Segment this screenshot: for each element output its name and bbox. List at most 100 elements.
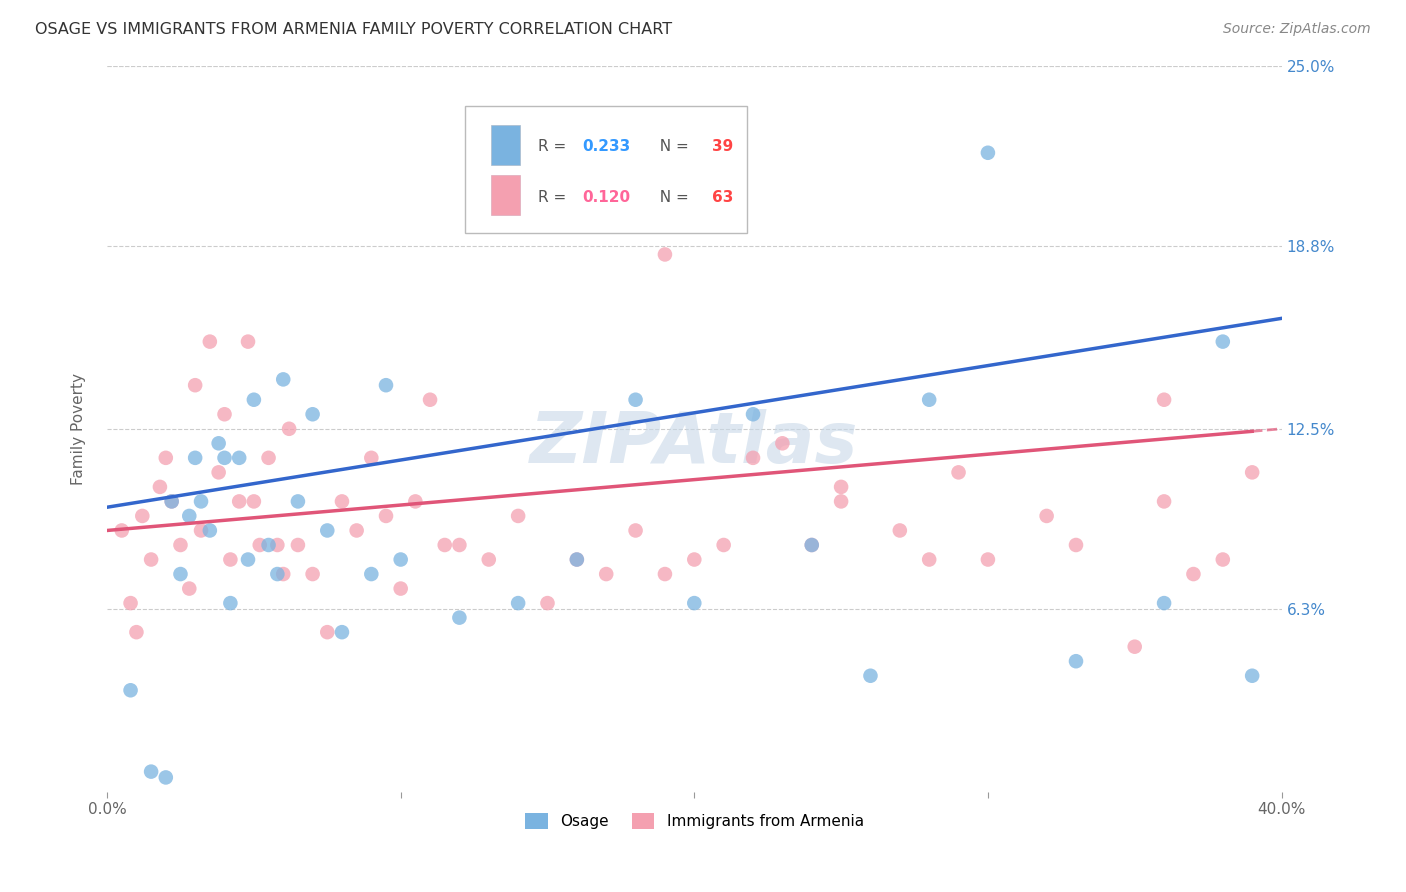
Point [330,625,353,640]
Point [948,466,970,480]
Point [889,524,911,538]
Point [918,392,941,407]
Point [149,480,172,494]
Point [266,538,288,552]
Text: R =: R = [538,139,571,154]
Point [742,407,765,421]
Point [624,524,647,538]
Point [375,378,398,392]
Point [111,524,134,538]
Point [120,596,142,610]
Point [155,450,177,465]
Point [977,145,1000,160]
Point [301,567,323,582]
Point [830,494,852,508]
Point [565,552,588,566]
Point [214,407,236,421]
Point [449,538,471,552]
Point [278,422,301,436]
Point [208,436,231,450]
Point [236,552,259,566]
Point [389,552,412,566]
Point [236,334,259,349]
Point [1153,494,1175,508]
Point [139,764,162,779]
Point [169,567,191,582]
Point [1035,508,1057,523]
Point [1212,552,1234,566]
Point [1212,334,1234,349]
Point [208,466,231,480]
Point [595,567,617,582]
FancyBboxPatch shape [491,176,520,215]
Point [271,372,294,386]
FancyBboxPatch shape [491,125,520,165]
Text: N =: N = [650,139,693,154]
Point [683,552,706,566]
Point [1123,640,1146,654]
Point [654,567,676,582]
Text: ZIPAtlas: ZIPAtlas [530,409,859,478]
Text: 0.233: 0.233 [582,139,631,154]
Text: R =: R = [538,190,571,205]
Point [169,538,191,552]
Point [375,508,398,523]
Point [449,610,471,624]
Point [536,596,558,610]
Point [770,436,793,450]
Point [243,494,266,508]
Point [1182,567,1205,582]
Point [179,582,201,596]
Point [389,582,412,596]
Point [184,378,207,392]
Point [683,596,706,610]
Point [190,494,212,508]
Point [155,771,177,785]
Text: N =: N = [650,190,693,205]
Text: 0.120: 0.120 [582,190,631,205]
Point [184,450,207,465]
Point [266,567,288,582]
Point [257,450,280,465]
FancyBboxPatch shape [465,105,747,233]
Y-axis label: Family Poverty: Family Poverty [72,373,86,484]
Point [419,392,441,407]
Point [800,538,823,552]
Point [508,508,530,523]
Legend: Osage, Immigrants from Armenia: Osage, Immigrants from Armenia [519,807,870,835]
Point [404,494,426,508]
Point [219,596,242,610]
Point [139,552,162,566]
Point [654,247,676,261]
Point [830,480,852,494]
Point [316,625,339,640]
Point [228,494,250,508]
Point [301,407,323,421]
Point [800,538,823,552]
Point [160,494,183,508]
Point [478,552,501,566]
Point [859,669,882,683]
Point [713,538,735,552]
Point [131,508,153,523]
Text: 63: 63 [711,190,734,205]
Point [179,508,201,523]
Text: OSAGE VS IMMIGRANTS FROM ARMENIA FAMILY POVERTY CORRELATION CHART: OSAGE VS IMMIGRANTS FROM ARMENIA FAMILY … [35,22,672,37]
Point [249,538,271,552]
Point [346,524,368,538]
Point [1153,392,1175,407]
Point [271,567,294,582]
Point [360,567,382,582]
Text: Source: ZipAtlas.com: Source: ZipAtlas.com [1223,22,1371,37]
Point [1153,596,1175,610]
Point [360,450,382,465]
Point [198,524,221,538]
Point [433,538,456,552]
Point [219,552,242,566]
Point [198,334,221,349]
Point [190,524,212,538]
Text: 39: 39 [711,139,733,154]
Point [1241,466,1264,480]
Point [125,625,148,640]
Point [1064,538,1087,552]
